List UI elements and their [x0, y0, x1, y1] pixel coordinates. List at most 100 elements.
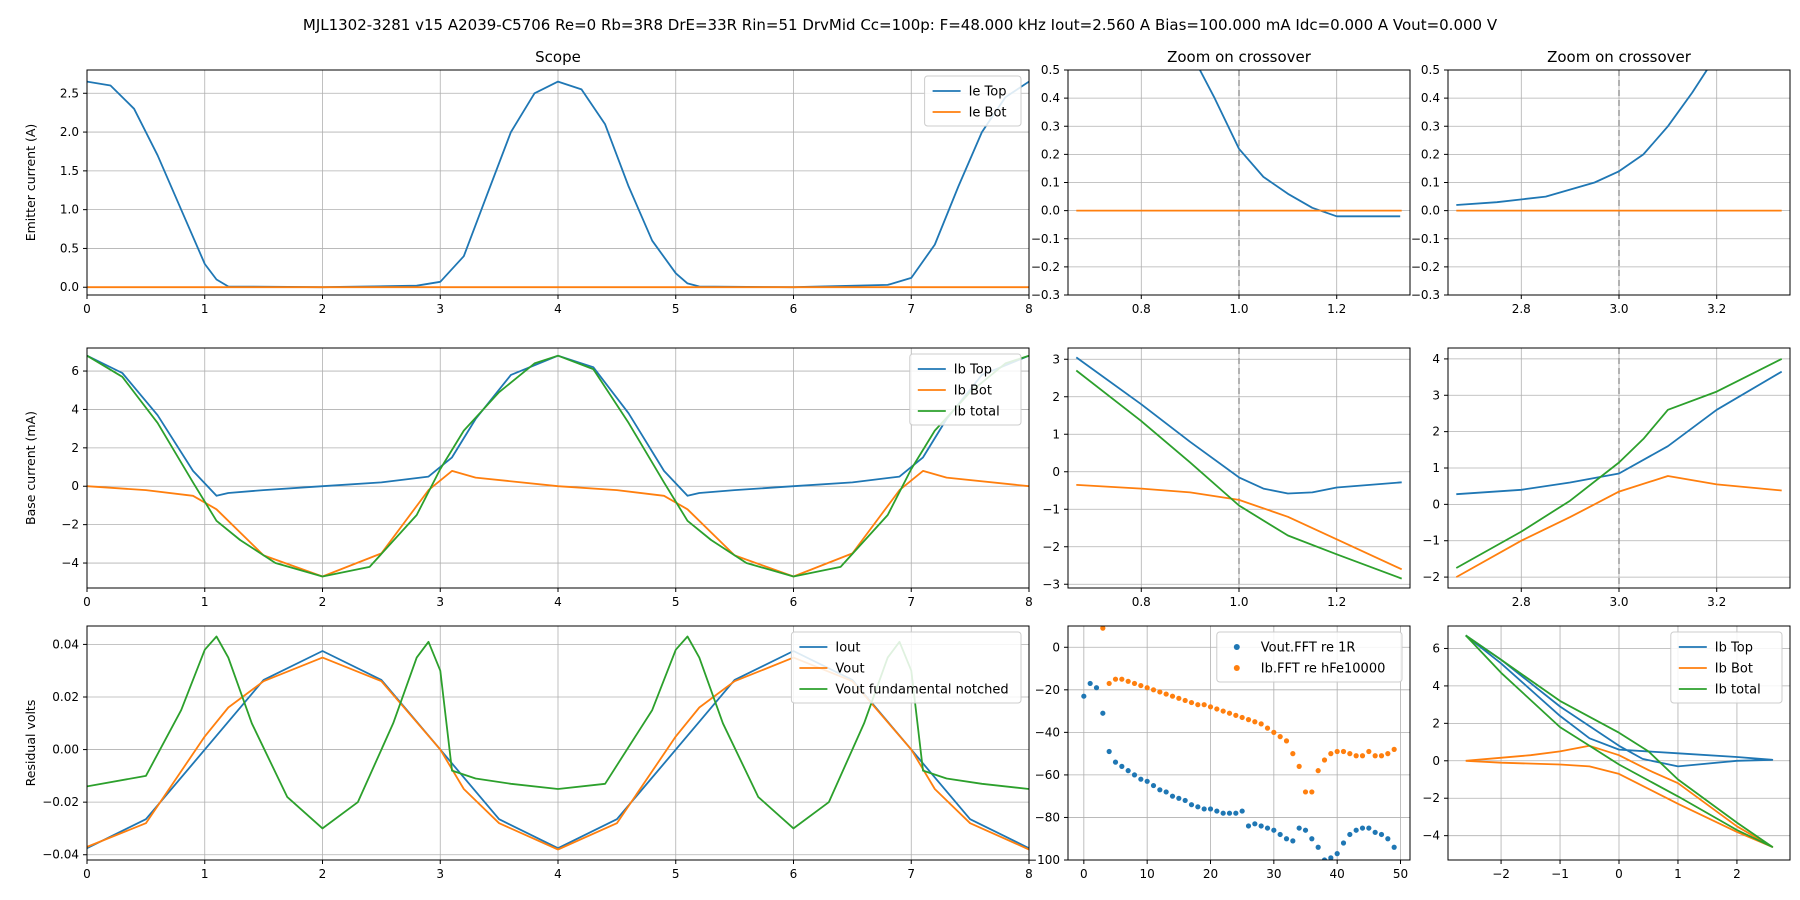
y-tick-label: 3 — [1432, 388, 1440, 402]
axes-frame — [86, 69, 1030, 296]
x-tick-label: 1 — [1674, 867, 1682, 881]
x-tick-label: 2 — [319, 595, 327, 609]
point-vout-fft-re-1r — [1233, 810, 1239, 816]
point-vout-fft-re-1r — [1150, 782, 1157, 789]
legend: Iout Vout Vout fundamental notched — [790, 631, 1022, 704]
point-ib-fft-re-hfe10000 — [1207, 704, 1214, 710]
point-ib-fft-re-hfe10000 — [1182, 697, 1188, 704]
x-tick-label: 0 — [83, 595, 91, 609]
point-vout-fft-re-1r — [1138, 776, 1144, 782]
x-tick-label: 0 — [1615, 867, 1623, 881]
y-tick-label: 4 — [71, 402, 79, 416]
y-axis-label: Emitter current (A) — [23, 124, 38, 242]
point-ib-fft-re-hfe10000 — [1131, 680, 1138, 687]
legend-entry: Ie Bot — [969, 106, 1007, 121]
point-vout-fft-re-1r — [1309, 836, 1315, 842]
point-vout-fft-re-1r — [1144, 778, 1150, 784]
y-tick-label: 0 — [1052, 465, 1060, 479]
point-vout-fft-re-1r — [1340, 840, 1347, 846]
x-tick-label: −1 — [1551, 867, 1569, 881]
legend-entry: Ib.FFT re hFe10000 — [1261, 662, 1386, 677]
point-ib-fft-re-hfe10000 — [1321, 757, 1328, 763]
point-ib-fft-re-hfe10000 — [1119, 676, 1125, 682]
y-tick-label: 0.1 — [1421, 176, 1440, 190]
legend-entry: Ib total — [954, 405, 1000, 420]
legend: Vout.FFT re 1R Ib.FFT re hFe10000 — [1216, 631, 1403, 683]
x-tick-label: 2 — [1733, 867, 1741, 881]
x-tick-label: 1 — [201, 867, 209, 881]
y-tick-label: 1 — [1432, 461, 1440, 475]
legend-box — [1670, 631, 1783, 704]
panel-zoom-b2: 2.8 3.0 3.2 −2 −1 0 1 2 3 4 — [1422, 347, 1791, 609]
legend-entry: Iout — [835, 641, 860, 656]
y-tick-label: 0.5 — [1041, 63, 1060, 77]
point-vout-fft-re-1r — [1296, 825, 1302, 831]
x-tick-label: 4 — [554, 595, 562, 609]
y-tick-label: 0.0 — [1421, 204, 1440, 218]
line-ib-top — [1465, 634, 1774, 768]
point-vout-fft-re-1r — [1239, 808, 1245, 814]
panel-xy: −2 −1 0 1 2 −4 −2 0 2 4 6 Ib Top Ib Bot Ib total — [1422, 625, 1791, 881]
point-vout-fft-re-1r — [1277, 831, 1283, 838]
point-vout-fft-re-1r — [1334, 851, 1340, 857]
x-tick-label: 3 — [436, 595, 444, 609]
x-tick-label: 7 — [907, 595, 915, 609]
legend-entry: Ib total — [1715, 683, 1761, 698]
point-vout-fft-re-1r — [1176, 795, 1182, 801]
y-tick-label: 6 — [71, 364, 79, 378]
point-ib-fft-re-hfe10000 — [1201, 702, 1207, 708]
x-tick-label: 0 — [83, 302, 91, 316]
y-tick-label: 2 — [1432, 716, 1440, 730]
point-vout-fft-re-1r — [1163, 789, 1169, 795]
y-tick-label: 0.5 — [60, 241, 79, 255]
x-tick-label: 10 — [1140, 867, 1155, 881]
legend: Ib Top Ib Bot Ib total — [1670, 631, 1783, 704]
y-tick-label: −80 — [1035, 810, 1060, 824]
point-ib-fft-re-hfe10000 — [1258, 721, 1264, 727]
y-tick-label: 2.0 — [60, 125, 79, 139]
y-tick-label: −1 — [1042, 502, 1060, 516]
series-group — [1075, 356, 1403, 580]
point-ib-fft-re-hfe10000 — [1359, 753, 1366, 759]
point-ib-fft-re-hfe10000 — [1220, 708, 1226, 714]
point-ib-fft-re-hfe10000 — [1144, 685, 1150, 691]
point-ib-fft-re-hfe10000 — [1328, 751, 1334, 757]
legend-entry: Ie Top — [969, 85, 1007, 100]
y-tick-label: −100 — [1027, 853, 1060, 867]
point-vout-fft-re-1r — [1112, 759, 1119, 765]
panel-zoom-b1: 0.8 1.0 1.2 −3 −2 −1 0 1 2 3 — [1042, 347, 1411, 609]
axes-frame — [1067, 347, 1411, 589]
line-series-2 — [1455, 475, 1782, 578]
y-tick-label: 0.0 — [1041, 204, 1060, 218]
panel-zoom-e1: 0.8 1.0 1.2 −0.3 −0.2 −0.1 0.0 0.1 0.2 0.3 0.4 0.5 Z… — [1031, 48, 1411, 316]
x-tick-label: −2 — [1492, 867, 1510, 881]
point-vout-fft-re-1r — [1182, 797, 1188, 804]
point-ib-fft-re-hfe10000 — [1245, 717, 1252, 723]
point-vout-fft-re-1r — [1302, 827, 1309, 833]
x-tick-label: 3 — [436, 302, 444, 316]
x-tick-label: 1 — [201, 595, 209, 609]
point-ib-fft-re-hfe10000 — [1226, 710, 1233, 716]
y-tick-label: 1.5 — [60, 164, 79, 178]
point-vout-fft-re-1r — [1290, 838, 1296, 844]
point-vout-fft-re-1r — [1087, 680, 1093, 687]
axes-frame — [86, 347, 1030, 589]
legend-box — [1216, 631, 1403, 683]
y-tick-label: 0 — [1432, 754, 1440, 768]
figure-suptitle: MJL1302-3281 v15 A2039-C5706 Re=0 Rb=3R8… — [303, 16, 1498, 34]
y-tick-label: 2 — [71, 441, 79, 455]
point-ib-fft-re-hfe10000 — [1112, 676, 1119, 682]
panel-emitter: 0 1 2 3 4 5 6 7 8 0.0 0.5 1.0 1.5 2.0 2.5 Scope Emitter … — [23, 48, 1033, 316]
axes-frame — [86, 625, 1030, 861]
point-vout-fft-re-1r — [1125, 768, 1131, 774]
point-vout-fft-re-1r — [1188, 802, 1195, 808]
line-ie-top — [87, 80, 1029, 289]
point-ib-fft-re-hfe10000 — [1100, 626, 1106, 631]
y-tick-label: −4 — [1422, 829, 1440, 843]
legend-box — [909, 353, 1022, 426]
y-tick-label: 0.02 — [52, 690, 79, 704]
x-tick-label: 3.0 — [1609, 302, 1628, 316]
point-vout-fft-re-1r — [1093, 685, 1100, 691]
point-ib-fft-re-hfe10000 — [1378, 753, 1385, 759]
line-series-3 — [1075, 369, 1403, 580]
